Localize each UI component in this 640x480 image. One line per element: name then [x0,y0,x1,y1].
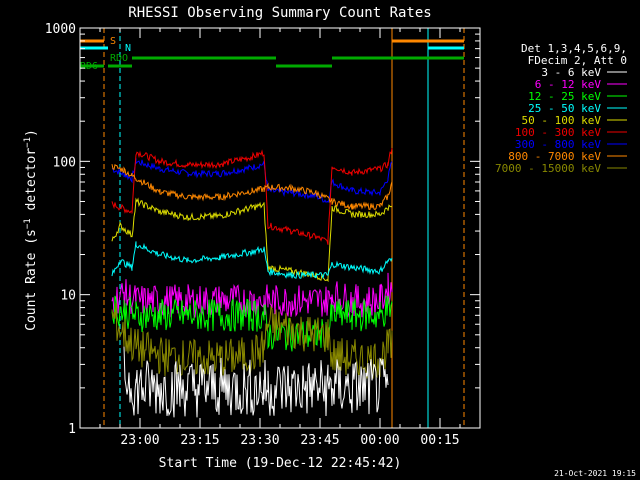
legend-label-7: 800 - 7000 keV [508,150,601,163]
x-tick-label-3: 23:45 [300,433,339,448]
legend-label-2: 12 - 25 keV [528,90,601,103]
series-line-25-50keV-kev [111,241,393,280]
y-tick-label-3: 1000 [45,22,76,37]
series-line-50-100keV-kev [111,197,393,283]
flag-label-rdo: RDO [110,53,128,64]
legend-header-line-1: Det 1,3,4,5,6,9, [521,42,627,55]
y-axis-label: Count Rate (s−1 detector−1) [23,129,39,331]
x-tick-label-1: 23:15 [180,433,219,448]
legend-label-0: 3 - 6 keV [541,66,601,79]
y-tick-label-0: 1 [68,422,76,437]
series-line-100-300keV-kev [111,148,393,245]
chart-title: RHESSI Observing Summary Count Rates [128,5,431,21]
x-tick-label-2: 23:30 [240,433,279,448]
series-line-7000-15000keV-kev [111,302,393,379]
legend-label-4: 50 - 100 keV [522,114,602,127]
x-axis-label: Start Time (19-Dec-12 22:45:42) [159,456,402,471]
x-tick-label-5: 00:15 [420,433,459,448]
series-line-3-6keV-kev [123,346,389,418]
x-tick-label-4: 00:00 [360,433,399,448]
legend-label-6: 300 - 800 keV [515,138,601,151]
y-tick-label-2: 100 [53,155,76,170]
legend-label-8: 7000 - 15000 keV [495,162,601,175]
flag-label-s: S [110,36,116,47]
plot-frame [79,27,481,429]
series-line-12-25keV-kev [111,295,393,352]
y-tick-label-1: 10 [60,289,76,304]
series-line-800-7000keV-kev [111,164,393,211]
series-line-300-800keV-kev [112,158,393,203]
legend-label-5: 100 - 300 keV [515,126,601,139]
legend-label-1: 6 - 12 keV [535,78,602,91]
x-tick-label-0: 23:00 [120,433,159,448]
legend-label-3: 25 - 50 keV [528,102,601,115]
flag-label-n: N [125,43,131,54]
legend-header-line-2: FDecim 2, Att 0 [528,54,627,67]
flag-label-rd6: RD6 [80,61,98,72]
footer-date: 21-Oct-2021 19:15 [554,469,636,478]
